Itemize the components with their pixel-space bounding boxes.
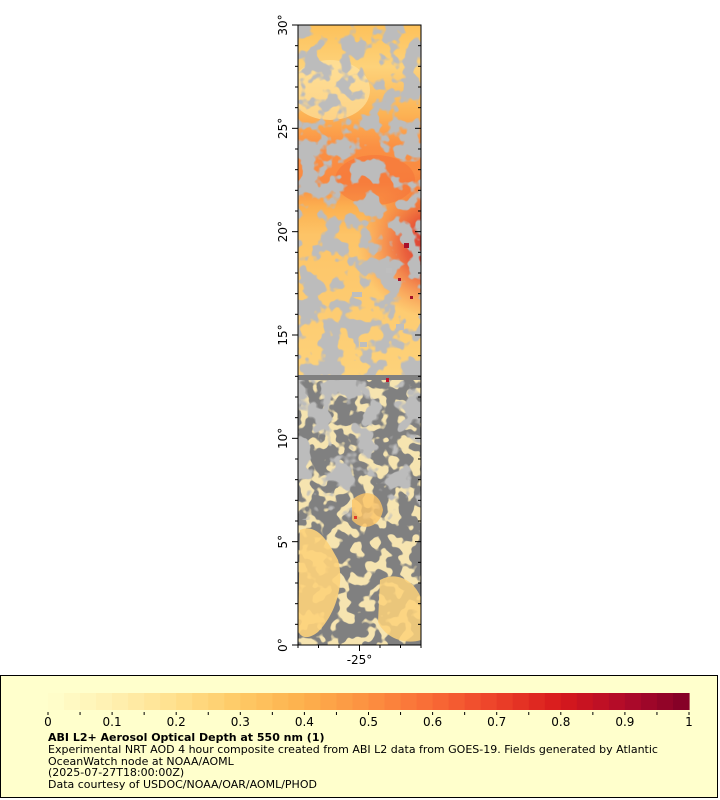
aod-field [298, 25, 421, 645]
colorbar-cell [464, 693, 482, 710]
lat-tick-label: 20° [276, 221, 290, 242]
colorbar-cell [416, 693, 434, 710]
colorbar-cell [368, 693, 386, 710]
colorbar-cell [528, 693, 546, 710]
colorbar-cell [320, 693, 338, 710]
lat-tick-label: 0° [276, 638, 290, 652]
colorbar-cell [608, 693, 626, 710]
colorbar-cell [512, 693, 530, 710]
colorbar-tick-label: 1 [685, 715, 693, 729]
colorbar-tick-label: 0.3 [231, 715, 250, 729]
colorbar-cell [224, 693, 241, 710]
colorbar-cell [336, 693, 354, 710]
colorbar-tick-label: 0.2 [167, 715, 186, 729]
colorbar-cell [208, 693, 225, 710]
colorbar-cell [480, 693, 498, 710]
colorbar-tick-label: 0.6 [423, 715, 442, 729]
colorbar-ticks: 0 0.1 0.2 0.3 0.4 0.5 0.6 0.7 0.8 0.9 1 [44, 712, 693, 729]
colorbar-cell [672, 693, 690, 710]
colorbar-cell [640, 693, 658, 710]
colorbar-cell [448, 693, 466, 710]
colorbar-cell [624, 693, 642, 710]
colorbar-tick-label: 0 [44, 715, 52, 729]
lat-tick-label: 5° [276, 535, 290, 549]
colorbar-cell [592, 693, 610, 710]
colorbar-tick-label: 0.7 [487, 715, 506, 729]
colorbar-cell [400, 693, 418, 710]
lat-tick-label: 15° [276, 324, 290, 345]
colorbar-cell [96, 693, 113, 710]
legend-credit: Data courtesy of USDOC/NOAA/OAR/AOML/PHO… [48, 777, 317, 791]
lat-tick-label: 10° [276, 428, 290, 449]
colorbar-cell [144, 693, 161, 710]
colorbar-cell [240, 693, 257, 710]
colorbar-tick-label: 0.9 [615, 715, 634, 729]
legend-time: (2025-07-27T18:00:00Z) [48, 766, 185, 779]
colorbar-cell [352, 693, 370, 710]
colorbar-cell [272, 693, 289, 710]
colorbar-cell [304, 693, 322, 710]
colorbar-cell [544, 693, 562, 710]
colorbar-cell [160, 693, 177, 710]
legend-description: Experimental NRT AOD 4 hour composite cr… [48, 743, 658, 768]
colorbar-cell [576, 693, 594, 710]
colorbar-cell [64, 693, 81, 710]
colorbar-cell [192, 693, 209, 710]
lon-tick-label: -25° [347, 653, 373, 667]
colorbar-cell [560, 693, 578, 710]
colorbar-tick-label: 0.4 [295, 715, 314, 729]
longitude-axis: -25° [297, 645, 422, 667]
legend-title: ABI L2+ Aerosol Optical Depth at 550 nm … [48, 731, 325, 744]
colorbar-tick-label: 0.1 [103, 715, 122, 729]
colorbar-cell [288, 693, 305, 710]
colorbar-cell [128, 693, 145, 710]
lat-tick-label: 25° [276, 118, 290, 139]
colorbar-tick-label: 0.5 [359, 715, 378, 729]
colorbar-cell [80, 693, 97, 710]
colorbar-cell [48, 693, 65, 710]
legend-panel: 0 0.1 0.2 0.3 0.4 0.5 0.6 0.7 0.8 0.9 1 ABI L2+ Ae… [0, 675, 718, 798]
colorbar-cell [176, 693, 193, 710]
colorbar-cell [496, 693, 514, 710]
colorbar-cells [48, 693, 690, 710]
colorbar-cell [256, 693, 273, 710]
colorbar: 0 0.1 0.2 0.3 0.4 0.5 0.6 0.7 0.8 0.9 1 [44, 693, 693, 729]
colorbar-cell [112, 693, 129, 710]
aod-map: 0° 5° 10° 15° 20° 25° 30° -25° [276, 14, 422, 667]
lat-tick-label: 30° [276, 14, 290, 35]
latitude-axis: 0° 5° 10° 15° 20° 25° 30° [276, 14, 421, 652]
colorbar-tick-label: 0.8 [551, 715, 570, 729]
colorbar-cell [384, 693, 402, 710]
colorbar-cell [656, 693, 674, 710]
colorbar-cell [432, 693, 450, 710]
